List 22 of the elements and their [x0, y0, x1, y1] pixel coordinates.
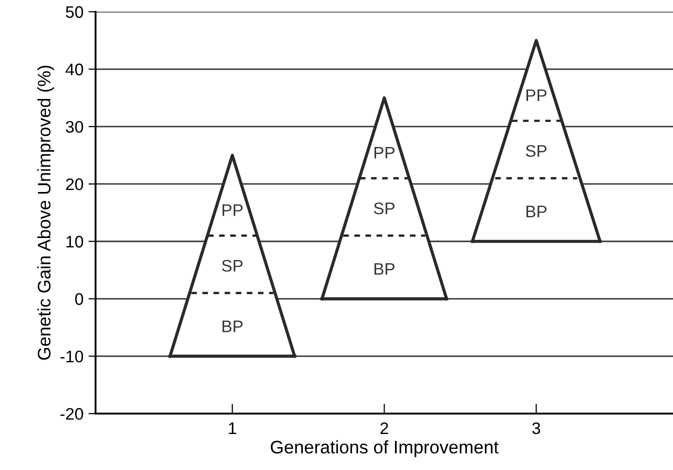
annotation: PP — [526, 90, 546, 102]
annotation: BP — [526, 206, 546, 218]
annotation: BP — [374, 263, 395, 275]
y-tick-label: 50 — [66, 6, 84, 18]
x-tick-label: 3 — [532, 422, 540, 434]
y-tick-label: 30 — [66, 120, 84, 133]
annotation: PP — [374, 146, 395, 158]
y-tick-label: 40 — [66, 64, 84, 76]
y-tick-label: -20 — [60, 408, 84, 420]
annotation: SP — [374, 202, 395, 214]
x-tick-label: 2 — [380, 422, 388, 434]
annotation: SP — [222, 260, 243, 272]
x-axis-title: Generations of Improvement — [270, 440, 499, 458]
x-tick-label: 1 — [228, 422, 236, 434]
y-tick-label: 20 — [66, 178, 84, 190]
y-tick-label: 10 — [66, 236, 84, 248]
y-axis-title: Genetic Gain Above Unimproved (%) — [37, 66, 54, 360]
annotation: BP — [222, 320, 243, 332]
annotation: SP — [526, 145, 546, 157]
y-tick-label: 0 — [75, 293, 84, 305]
y-tick-label: -10 — [60, 350, 84, 362]
annotation: PP — [222, 204, 243, 216]
